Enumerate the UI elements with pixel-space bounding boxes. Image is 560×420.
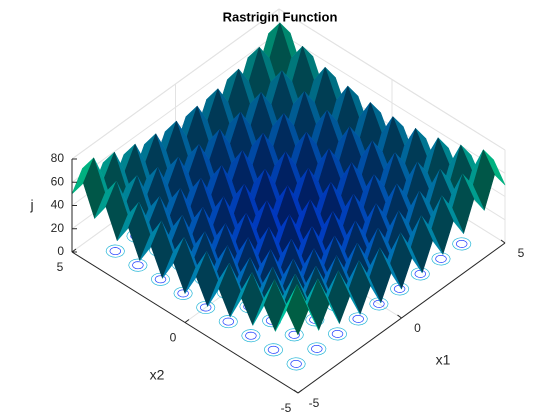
contour-ring [452, 237, 472, 251]
contour-ring [173, 286, 193, 300]
contour-ring [369, 297, 389, 311]
y-tick-label: 0 [170, 331, 177, 345]
contour-ring [327, 327, 348, 341]
contour-ring [218, 315, 238, 329]
contour-ring [128, 258, 148, 272]
contour-ring [150, 272, 171, 286]
contour-ring [410, 267, 430, 281]
x-tick [397, 314, 402, 319]
z-tick-label: 0 [57, 244, 64, 258]
contour-ring [177, 289, 189, 298]
y-tick-label: 5 [57, 260, 64, 274]
contour-ring [109, 247, 122, 256]
contour-ring [348, 312, 368, 326]
contour-ring [263, 343, 284, 357]
x-tick [293, 389, 299, 394]
contour-ring [393, 284, 406, 293]
contour-ring [431, 252, 451, 266]
contour-ring [241, 329, 261, 343]
y-tick [297, 389, 303, 394]
x-tick-label: -5 [309, 396, 320, 410]
contour-ring [288, 330, 300, 339]
contour-ring [455, 239, 468, 248]
contour-ring [286, 357, 306, 371]
z-tick-label: 20 [51, 221, 65, 235]
contour-ring [331, 329, 344, 338]
y-axis-label: x2 [150, 367, 165, 383]
contour-ring [154, 275, 167, 284]
contour-ring [311, 344, 323, 353]
contour-ring [390, 282, 410, 296]
contour-ring [245, 331, 257, 340]
contour-ring [196, 300, 216, 315]
contour-ring [267, 345, 280, 354]
contour-ring [199, 303, 212, 312]
z-tick-label: 40 [51, 198, 65, 212]
x-tick-label: 0 [414, 321, 421, 335]
surface-patch [286, 284, 309, 336]
x-tick-label: 5 [518, 246, 525, 260]
axes-front: -5 0 5 -5 0 5 0 20 40 60 80 [51, 151, 525, 415]
contour-ring [290, 359, 302, 368]
x-axis-label: x1 [436, 352, 451, 368]
contour-ring [105, 244, 125, 258]
contour-ring [307, 342, 327, 356]
z-tick-label: 60 [51, 174, 65, 188]
contour-ring [352, 314, 364, 323]
y-tick [184, 319, 190, 323]
contour-ring [435, 254, 447, 263]
contour-ring [132, 261, 144, 270]
contour-ring [222, 317, 235, 326]
x-tick [500, 239, 506, 244]
z-axis-label: j [29, 197, 33, 213]
chart-title: Rastrigin Function [223, 9, 338, 24]
y-tick-label: -5 [281, 401, 292, 415]
contour-ring [414, 269, 427, 278]
contour-ring [284, 328, 304, 342]
surface [71, 22, 506, 336]
contour-ring [373, 299, 385, 308]
z-tick-label: 80 [51, 151, 65, 165]
